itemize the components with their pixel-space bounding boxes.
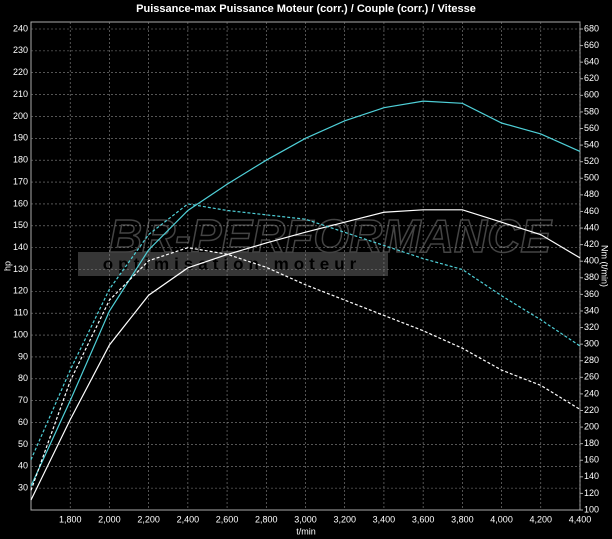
watermark-subtitle: optimisation moteur xyxy=(103,254,361,273)
y2-tick-label: 440 xyxy=(584,222,599,232)
x-tick-label: 2,800 xyxy=(255,514,278,524)
y2-tick-label: 400 xyxy=(584,256,599,266)
y2-tick-label: 340 xyxy=(584,305,599,315)
y2-tick-label: 520 xyxy=(584,156,599,166)
y-tick-label: 100 xyxy=(13,329,28,339)
y2-tick-label: 140 xyxy=(584,471,599,481)
y2-tick-label: 300 xyxy=(584,339,599,349)
y2-tick-label: 240 xyxy=(584,388,599,398)
series-line xyxy=(30,203,581,460)
y2-tick-label: 280 xyxy=(584,355,599,365)
x-tick-label: 4,000 xyxy=(490,514,513,524)
y-tick-label: 180 xyxy=(13,155,28,165)
y-tick-label: 200 xyxy=(13,111,28,121)
y-tick-label: 130 xyxy=(13,264,28,274)
x-tick-label: 2,000 xyxy=(98,514,121,524)
y-tick-label: 150 xyxy=(13,220,28,230)
y2-tick-label: 120 xyxy=(584,488,599,498)
y2-tick-label: 620 xyxy=(584,73,599,83)
y2-tick-label: 220 xyxy=(584,405,599,415)
y2-tick-label: 500 xyxy=(584,173,599,183)
y-tick-label: 110 xyxy=(14,308,28,318)
y2-tick-label: 480 xyxy=(584,189,599,199)
x-tick-label: 3,200 xyxy=(333,514,356,524)
y2-axis-label: Nm (t/min) xyxy=(600,245,610,287)
y2-tick-label: 660 xyxy=(584,40,599,50)
y2-tick-label: 160 xyxy=(584,455,599,465)
y2-tick-label: 640 xyxy=(584,57,599,67)
y-tick-label: 220 xyxy=(13,67,28,77)
x-tick-label: 4,200 xyxy=(530,514,553,524)
y-tick-label: 190 xyxy=(13,133,28,143)
y-tick-label: 160 xyxy=(13,198,28,208)
y-tick-label: 80 xyxy=(18,373,28,383)
x-tick-label: 2,400 xyxy=(177,514,200,524)
y2-tick-label: 260 xyxy=(584,372,599,382)
y-tick-label: 170 xyxy=(13,176,28,186)
x-tick-label: 4,400 xyxy=(569,514,592,524)
y-tick-label: 210 xyxy=(13,89,28,99)
x-tick-label: 1,800 xyxy=(59,514,82,524)
y-tick-label: 90 xyxy=(18,351,28,361)
y2-tick-label: 180 xyxy=(584,438,599,448)
series-line xyxy=(30,100,581,487)
y-tick-label: 50 xyxy=(18,439,28,449)
y2-tick-label: 580 xyxy=(584,106,599,116)
x-tick-label: 3,400 xyxy=(373,514,396,524)
y2-tick-label: 200 xyxy=(584,421,599,431)
y2-tick-label: 420 xyxy=(584,239,599,249)
x-tick-label: 2,200 xyxy=(137,514,160,524)
y2-tick-label: 560 xyxy=(584,123,599,133)
y-tick-label: 70 xyxy=(18,395,28,405)
chart-title: Puissance-max Puissance Moteur (corr.) /… xyxy=(136,3,476,15)
x-tick-label: 3,800 xyxy=(451,514,474,524)
x-axis-label: t/min xyxy=(296,526,316,536)
x-tick-label: 3,000 xyxy=(294,514,317,524)
y2-tick-label: 360 xyxy=(584,289,599,299)
y-tick-label: 30 xyxy=(18,483,28,493)
watermark-band xyxy=(78,252,388,276)
y2-tick-label: 540 xyxy=(584,139,599,149)
y2-tick-label: 600 xyxy=(584,90,599,100)
y2-tick-label: 460 xyxy=(584,206,599,216)
y-tick-label: 120 xyxy=(13,286,28,296)
y2-tick-label: 100 xyxy=(584,504,599,514)
x-tick-label: 3,600 xyxy=(412,514,435,524)
series-line xyxy=(30,209,581,501)
y-axis-label: hp xyxy=(2,261,12,271)
x-tick-label: 2,600 xyxy=(216,514,239,524)
y-tick-label: 60 xyxy=(18,417,28,427)
y-tick-label: 230 xyxy=(13,45,28,55)
y-tick-label: 140 xyxy=(13,242,28,252)
series-line xyxy=(30,247,581,491)
y-tick-label: 240 xyxy=(13,23,28,33)
y2-tick-label: 680 xyxy=(584,23,599,33)
y2-tick-label: 380 xyxy=(584,272,599,282)
y2-tick-label: 320 xyxy=(584,322,599,332)
y-tick-label: 40 xyxy=(18,461,28,471)
